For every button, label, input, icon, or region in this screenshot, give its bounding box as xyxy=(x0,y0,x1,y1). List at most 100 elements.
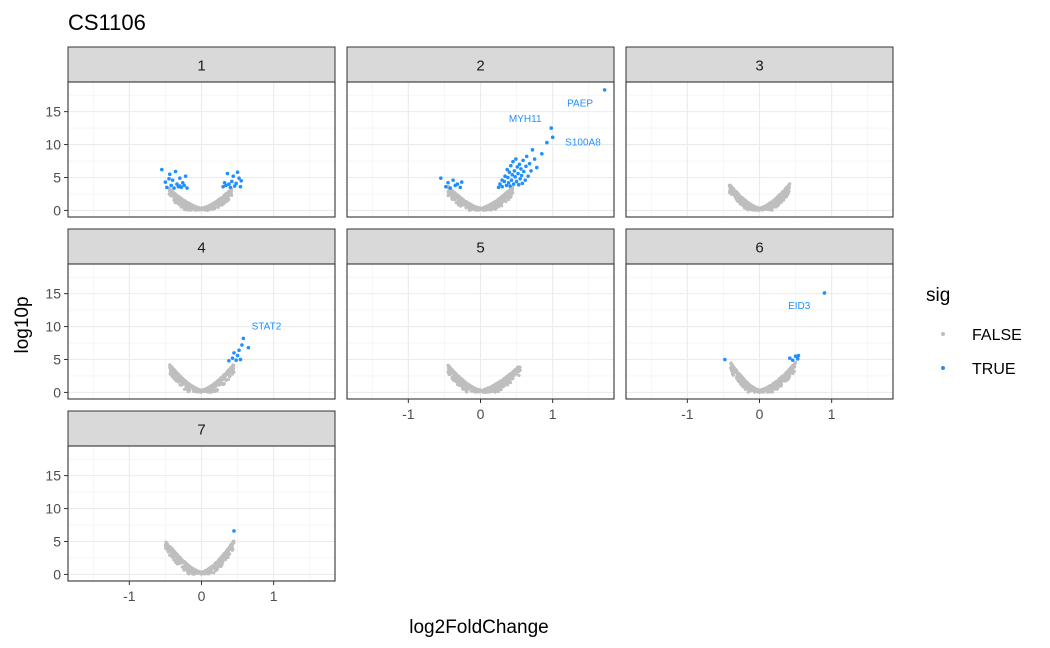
nonsig-point xyxy=(231,364,235,368)
nonsig-point xyxy=(776,386,780,391)
nonsig-point xyxy=(179,204,183,208)
nonsig-point xyxy=(171,190,175,194)
sig-point xyxy=(458,185,463,190)
nonsig-point xyxy=(187,208,191,212)
nonsig-point xyxy=(732,187,736,191)
sig-point xyxy=(231,174,236,178)
sig-point xyxy=(234,181,238,186)
nonsig-point xyxy=(506,189,511,194)
nonsig-point xyxy=(767,202,771,206)
nonsig-point xyxy=(500,194,504,198)
nonsig-point xyxy=(168,187,172,192)
nonsig-point xyxy=(188,384,192,388)
nonsig-point xyxy=(482,390,486,394)
nonsig-point xyxy=(793,365,797,369)
nonsig-point xyxy=(168,553,172,557)
nonsig-point xyxy=(170,366,175,370)
sig-point xyxy=(530,148,535,152)
nonsig-point xyxy=(190,203,194,207)
nonsig-point xyxy=(178,383,182,387)
sig-point xyxy=(513,175,517,179)
nonsig-point xyxy=(465,390,469,394)
nonsig-point xyxy=(224,192,228,196)
nonsig-point xyxy=(182,564,187,568)
sig-point xyxy=(511,159,515,164)
nonsig-point xyxy=(193,571,197,576)
sig-point xyxy=(509,163,513,168)
nonsig-point xyxy=(177,202,181,207)
nonsig-point xyxy=(770,208,774,212)
facet-strip-label: 1 xyxy=(197,58,205,75)
legend-key-true xyxy=(941,366,945,370)
sig-point xyxy=(227,182,231,186)
legend-label-false: FALSE xyxy=(972,327,1022,344)
y-tick-label: 0 xyxy=(53,202,61,218)
nonsig-point xyxy=(217,383,221,387)
nonsig-point xyxy=(511,377,515,381)
nonsig-point xyxy=(192,206,196,210)
nonsig-point xyxy=(504,381,508,385)
nonsig-point xyxy=(226,377,231,381)
nonsig-point xyxy=(732,366,736,371)
nonsig-point xyxy=(780,190,785,194)
x-tick-label: 0 xyxy=(477,406,485,422)
gene-label: S100A8 xyxy=(565,138,601,149)
nonsig-point xyxy=(793,361,797,366)
nonsig-point xyxy=(501,383,505,387)
x-tick-label: -1 xyxy=(681,406,694,422)
nonsig-point xyxy=(501,379,505,383)
sig-point xyxy=(246,345,251,350)
nonsig-point xyxy=(486,388,490,393)
nonsig-point xyxy=(463,387,467,391)
nonsig-point xyxy=(752,389,757,394)
y-tick-label: 5 xyxy=(53,169,61,185)
nonsig-point xyxy=(779,377,783,381)
nonsig-point xyxy=(214,562,218,566)
gene-label: PAEP xyxy=(567,99,593,110)
nonsig-point xyxy=(479,388,484,393)
nonsig-point xyxy=(506,195,510,199)
nonsig-point xyxy=(231,548,235,552)
nonsig-point xyxy=(460,381,464,386)
sig-point xyxy=(165,185,169,190)
sig-point xyxy=(523,178,528,182)
sig-point xyxy=(795,357,800,361)
nonsig-point xyxy=(776,194,781,198)
nonsig-point xyxy=(499,203,503,207)
sig-point xyxy=(512,169,517,173)
sig-point xyxy=(232,351,236,355)
sig-point xyxy=(221,184,225,189)
nonsig-point xyxy=(227,546,231,550)
sig-point xyxy=(532,157,537,161)
nonsig-point xyxy=(730,363,734,367)
sig-point xyxy=(232,529,236,533)
nonsig-point xyxy=(175,371,179,376)
nonsig-point xyxy=(760,206,764,210)
nonsig-point xyxy=(185,204,189,209)
nonsig-point xyxy=(174,553,178,558)
facet-strip xyxy=(625,46,894,83)
nonsig-point xyxy=(226,555,230,559)
nonsig-point xyxy=(447,192,451,197)
nonsig-point xyxy=(497,205,501,209)
nonsig-point xyxy=(498,200,502,204)
nonsig-point xyxy=(231,370,235,374)
nonsig-point xyxy=(225,198,229,203)
sig-point xyxy=(444,184,448,189)
nonsig-point xyxy=(183,560,187,565)
y-tick-label: 5 xyxy=(53,533,61,549)
legend-key-false xyxy=(941,332,945,336)
sig-point xyxy=(506,175,510,180)
nonsig-point xyxy=(517,373,521,378)
facet-panel-6: 6 EID3 -1 0 1 xyxy=(625,228,894,422)
sig-point xyxy=(518,177,522,181)
nonsig-point xyxy=(168,370,172,375)
nonsig-point xyxy=(508,373,513,377)
sig-point xyxy=(235,170,240,175)
sig-point xyxy=(240,343,244,347)
sig-point xyxy=(517,162,522,167)
x-tick-label: 1 xyxy=(828,406,836,422)
legend-title: sig xyxy=(926,285,950,306)
nonsig-point xyxy=(170,373,175,377)
